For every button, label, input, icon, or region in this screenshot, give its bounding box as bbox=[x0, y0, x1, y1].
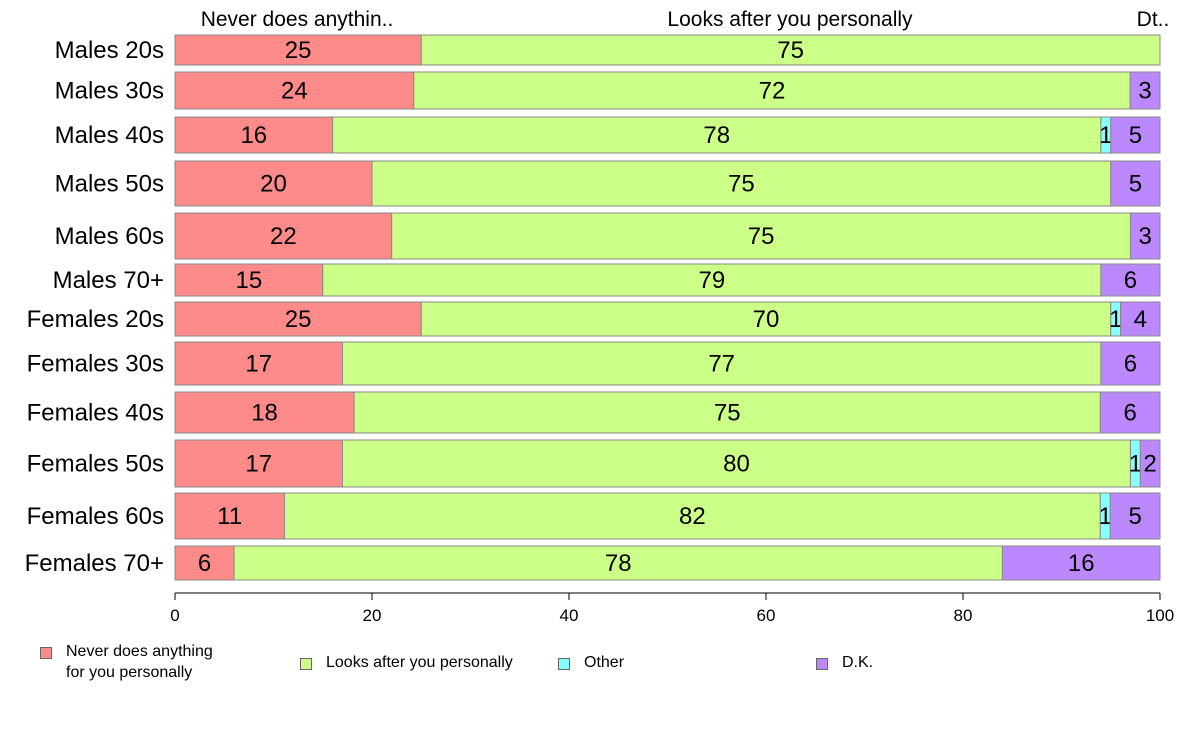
category-label: Males 30s bbox=[55, 78, 164, 105]
data-label: 5 bbox=[1128, 503, 1141, 530]
data-label: 22 bbox=[270, 223, 297, 250]
bar-segment bbox=[174, 341, 343, 386]
data-label: 78 bbox=[605, 550, 632, 577]
data-label: 20 bbox=[260, 171, 287, 198]
data-label: 25 bbox=[285, 37, 312, 64]
data-label: 16 bbox=[1068, 550, 1095, 577]
data-label: 6 bbox=[1124, 267, 1137, 294]
data-label: 1 bbox=[1129, 451, 1142, 478]
data-label: 79 bbox=[698, 267, 725, 294]
bar-segment bbox=[1129, 212, 1161, 260]
x-tick-label: 100 bbox=[1146, 606, 1174, 625]
bar-segment bbox=[174, 212, 393, 260]
data-label: 6 bbox=[1124, 351, 1137, 378]
bar-segment bbox=[420, 301, 1112, 337]
x-tick-label: 40 bbox=[560, 606, 579, 625]
category-labels: Males 20s Males 30s Males 40s Males 50s Male… bbox=[25, 37, 164, 577]
data-label: 6 bbox=[1123, 400, 1136, 427]
bar-segment bbox=[1120, 301, 1161, 337]
category-label: Females 40s bbox=[27, 400, 164, 427]
data-label: 75 bbox=[748, 223, 775, 250]
category-label: Males 70+ bbox=[53, 267, 164, 294]
x-tick-label: 60 bbox=[757, 606, 776, 625]
data-label: 5 bbox=[1129, 122, 1142, 149]
data-label: 3 bbox=[1139, 223, 1152, 250]
data-label: 4 bbox=[1134, 306, 1147, 333]
bar-segment bbox=[332, 116, 1102, 154]
top-series-label: Looks after you personally bbox=[667, 8, 913, 31]
x-axis: 0 20 40 60 80 100 bbox=[170, 592, 1174, 625]
category-label: Males 20s bbox=[55, 37, 164, 64]
bar-segment bbox=[174, 301, 422, 337]
x-tick-label: 80 bbox=[954, 606, 973, 625]
bar-segment bbox=[322, 263, 1102, 297]
data-label: 25 bbox=[285, 306, 312, 333]
bar-segment bbox=[174, 545, 235, 581]
data-label: 78 bbox=[703, 122, 730, 149]
data-label: 17 bbox=[245, 351, 272, 378]
data-label: 5 bbox=[1129, 171, 1142, 198]
bar-segment bbox=[1110, 160, 1161, 207]
bar-segment bbox=[1110, 116, 1161, 154]
top-series-label: Dt.. bbox=[1137, 8, 1170, 31]
data-label: 18 bbox=[251, 400, 278, 427]
bar-segment bbox=[1001, 545, 1161, 581]
bar-segment bbox=[174, 160, 373, 207]
bar-segment bbox=[174, 34, 422, 66]
category-label: Females 60s bbox=[27, 503, 164, 530]
data-label: 82 bbox=[679, 503, 706, 530]
bar-segment bbox=[174, 439, 343, 488]
bar-segment bbox=[391, 212, 1131, 260]
data-label: 1 bbox=[1099, 503, 1112, 530]
data-label: 75 bbox=[777, 37, 804, 64]
top-series-label: Never does anythin.. bbox=[201, 8, 394, 31]
category-label: Males 50s bbox=[55, 171, 164, 198]
category-label: Females 30s bbox=[27, 351, 164, 378]
data-label: 17 bbox=[245, 451, 272, 478]
data-label: 70 bbox=[753, 306, 780, 333]
category-label: Females 50s bbox=[27, 451, 164, 478]
data-label: 75 bbox=[728, 171, 755, 198]
bar-segment bbox=[1100, 341, 1161, 386]
bar-segment bbox=[174, 116, 334, 154]
category-label: Males 40s bbox=[55, 122, 164, 149]
bar-segment bbox=[353, 391, 1101, 434]
bar-segment bbox=[341, 439, 1131, 488]
data-label: 1 bbox=[1099, 122, 1112, 149]
bar-segment bbox=[174, 263, 324, 297]
category-label: Females 70+ bbox=[25, 550, 164, 577]
bar-segment bbox=[1100, 263, 1161, 297]
data-label: 6 bbox=[198, 550, 211, 577]
bar-segment bbox=[174, 71, 415, 110]
bar-segment bbox=[420, 34, 1161, 66]
data-label: 72 bbox=[759, 78, 786, 105]
data-label: 1 bbox=[1109, 306, 1122, 333]
data-label: 16 bbox=[240, 122, 267, 149]
data-label: 11 bbox=[217, 503, 242, 530]
data-label: 3 bbox=[1138, 78, 1151, 105]
x-tick-label: 0 bbox=[170, 606, 179, 625]
bar-segment bbox=[1109, 492, 1161, 540]
data-label: 24 bbox=[281, 78, 308, 105]
bar-segment bbox=[341, 341, 1102, 386]
bar-segment bbox=[1099, 391, 1161, 434]
bar-segment bbox=[413, 71, 1131, 110]
data-label: 80 bbox=[723, 451, 750, 478]
bar-segment bbox=[1139, 439, 1161, 488]
bar-segment bbox=[1129, 71, 1161, 110]
x-tick-label: 20 bbox=[363, 606, 382, 625]
bar-segment bbox=[174, 391, 355, 434]
top-labels: Never does anythin.. Looks after you pers… bbox=[201, 8, 1170, 31]
data-label: 2 bbox=[1143, 451, 1156, 478]
category-label: Males 60s bbox=[55, 223, 164, 250]
data-label: 77 bbox=[708, 351, 735, 378]
data-label: 75 bbox=[714, 400, 741, 427]
data-label: 15 bbox=[236, 267, 263, 294]
category-label: Females 20s bbox=[27, 306, 164, 333]
